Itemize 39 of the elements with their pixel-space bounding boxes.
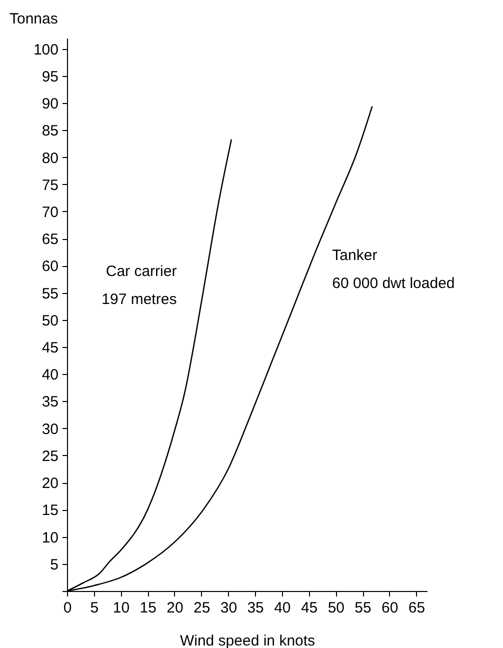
- x-tick-label: 15: [140, 600, 156, 616]
- x-tick-label: 10: [112, 600, 130, 616]
- y-tick-label: 70: [42, 204, 58, 221]
- y-tick-label: 75: [42, 176, 58, 194]
- y-tick-label: 25: [42, 448, 58, 465]
- x-tick-label: 55: [354, 600, 372, 616]
- y-tick-label: 20: [42, 475, 58, 492]
- y-tick-label: 5: [50, 556, 58, 574]
- x-tick-label: 20: [166, 600, 184, 616]
- series-label: Tanker: [332, 246, 378, 264]
- y-tick-label: 40: [42, 366, 58, 384]
- y-tick-label: 95: [42, 68, 58, 86]
- y-tick-label: 80: [42, 150, 58, 167]
- x-tick-label: 50: [328, 600, 344, 616]
- y-axis-title: Tonnas: [10, 10, 58, 28]
- y-tick-label: 90: [42, 96, 58, 113]
- y-tick-label: 100: [33, 41, 58, 58]
- x-tick-label: 35: [247, 600, 264, 616]
- y-tick-label: 15: [42, 502, 58, 520]
- y-tick-label: 10: [42, 529, 58, 546]
- x-tick-label: 30: [220, 600, 238, 616]
- y-tick-label: 85: [42, 122, 58, 140]
- x-tick-label: 5: [90, 600, 99, 616]
- x-tick-label: 60: [382, 600, 398, 616]
- y-tick-label: 55: [42, 285, 58, 302]
- y-tick-label: 65: [42, 231, 58, 248]
- x-tick-label: 65: [408, 600, 426, 616]
- annotation: 60 000 dwt loaded: [332, 274, 455, 292]
- y-tick-label: 30: [42, 420, 58, 438]
- x-tick-label: 0: [63, 600, 72, 616]
- y-tick-label: 35: [42, 394, 58, 411]
- y-tick-label: 45: [42, 340, 58, 357]
- annotation: 197 metres: [102, 291, 177, 308]
- y-tick-label: 60: [42, 258, 58, 276]
- x-tick-label: 40: [274, 600, 291, 616]
- y-tick-label: 50: [42, 312, 58, 330]
- x-tick-label: 45: [300, 600, 318, 616]
- x-tick-label: 25: [193, 600, 210, 616]
- series-label: Car carrier: [106, 263, 177, 280]
